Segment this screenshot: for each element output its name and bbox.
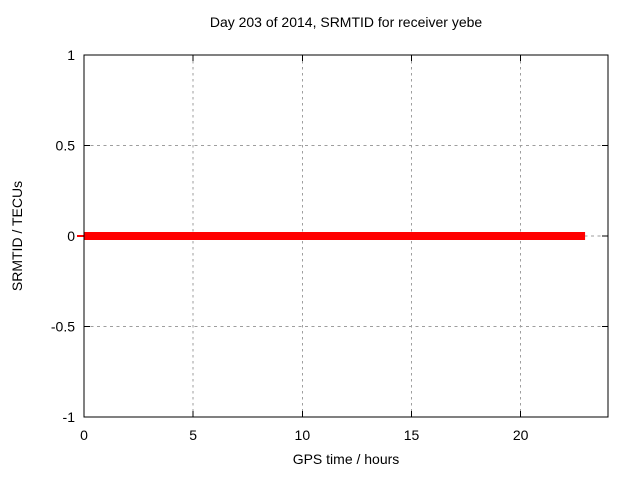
x-tick-label: 0 (80, 427, 88, 443)
y-tick-label: 1 (67, 47, 75, 63)
y-tick-label: 0 (67, 228, 75, 244)
x-tick-label: 10 (295, 427, 311, 443)
plot-border (83, 54, 609, 418)
x-tick-label: 20 (513, 427, 529, 443)
x-axis-label: GPS time / hours (292, 451, 400, 467)
y-tick-label: 0.5 (56, 138, 76, 154)
x-tick-label: 5 (189, 427, 197, 443)
y-tick-label: -1 (63, 409, 76, 425)
chart-title: Day 203 of 2014, SRMTID for receiver yeb… (209, 14, 483, 30)
x-tick-label: 15 (404, 427, 420, 443)
y-tick-label: -0.5 (51, 319, 75, 335)
